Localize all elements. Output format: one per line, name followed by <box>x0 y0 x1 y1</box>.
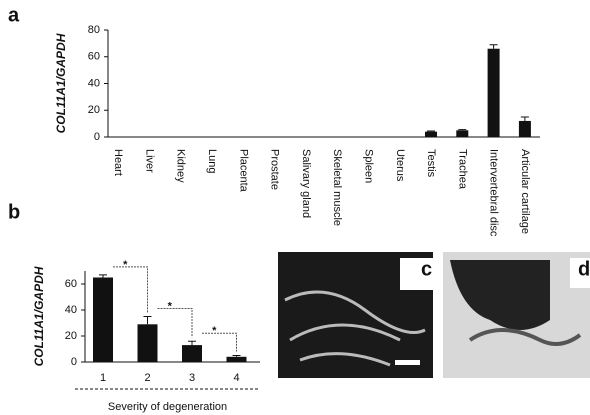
x-tick-label: Testis <box>425 149 437 178</box>
y-tick-label: 40 <box>88 77 100 89</box>
bar <box>227 357 247 362</box>
x-tick-label: 4 <box>233 372 239 384</box>
error-bar <box>490 45 498 49</box>
x-tick-label: Kidney <box>175 149 187 183</box>
bar <box>488 49 500 137</box>
x-tick-label: Lung <box>206 149 218 173</box>
bar <box>519 121 531 137</box>
y-tick-label: 80 <box>88 24 100 36</box>
panel-label: d <box>578 258 590 280</box>
significance-star: * <box>123 259 128 271</box>
bar <box>138 324 158 362</box>
y-axis-label: COL11A1/GAPDH <box>54 33 68 133</box>
significance-bracket <box>202 333 237 351</box>
x-tick-label: Articular cartilage <box>519 149 531 234</box>
x-tick-label: Heart <box>112 149 124 176</box>
bar <box>93 278 113 363</box>
y-tick-label: 0 <box>71 356 77 368</box>
y-tick-label: 0 <box>94 131 100 143</box>
error-bar <box>427 131 435 132</box>
error-bar <box>188 341 196 345</box>
x-tick-label: 1 <box>100 372 106 384</box>
error-bar <box>233 356 241 357</box>
panel-label: a <box>8 4 20 26</box>
micrograph-d <box>443 252 590 378</box>
figure: a b c d 020406080COL11A1/GAPDHHeartLiver… <box>0 0 590 415</box>
x-tick-label: Liver <box>143 149 155 173</box>
x-tick-label: 3 <box>189 372 195 384</box>
panel-label: c <box>421 258 432 280</box>
x-tick-label: Uterus <box>394 149 406 182</box>
significance-bracket <box>113 267 148 313</box>
error-bar <box>521 117 529 121</box>
y-tick-label: 20 <box>65 330 77 342</box>
y-tick-label: 20 <box>88 104 100 116</box>
x-tick-label: Placenta <box>237 149 249 193</box>
bar <box>425 132 437 137</box>
error-bar <box>144 317 152 325</box>
x-tick-label: Spleen <box>362 149 374 183</box>
bar <box>182 345 202 362</box>
y-tick-label: 60 <box>65 278 77 290</box>
x-tick-label: Intervertebral disc <box>488 149 500 237</box>
x-tick-label: Salivary gland <box>300 149 312 218</box>
x-tick-label: Trachea <box>456 149 468 190</box>
x-tick-label: Prostate <box>269 149 281 190</box>
y-axis-label: COL11A1/GAPDH <box>32 266 46 366</box>
significance-star: * <box>168 300 173 312</box>
significance-star: * <box>212 325 217 337</box>
y-tick-label: 60 <box>88 51 100 63</box>
error-bar <box>99 275 107 278</box>
bar <box>456 130 468 137</box>
significance-bracket <box>158 309 193 338</box>
error-bar <box>458 130 466 131</box>
y-tick-label: 40 <box>65 304 77 316</box>
x-tick-label: 2 <box>144 372 150 384</box>
micrograph-c <box>278 252 433 378</box>
x-axis-label: Severity of degeneration <box>108 401 227 413</box>
x-tick-label: Skeletal muscle <box>331 149 343 226</box>
panel-label: b <box>8 201 20 223</box>
